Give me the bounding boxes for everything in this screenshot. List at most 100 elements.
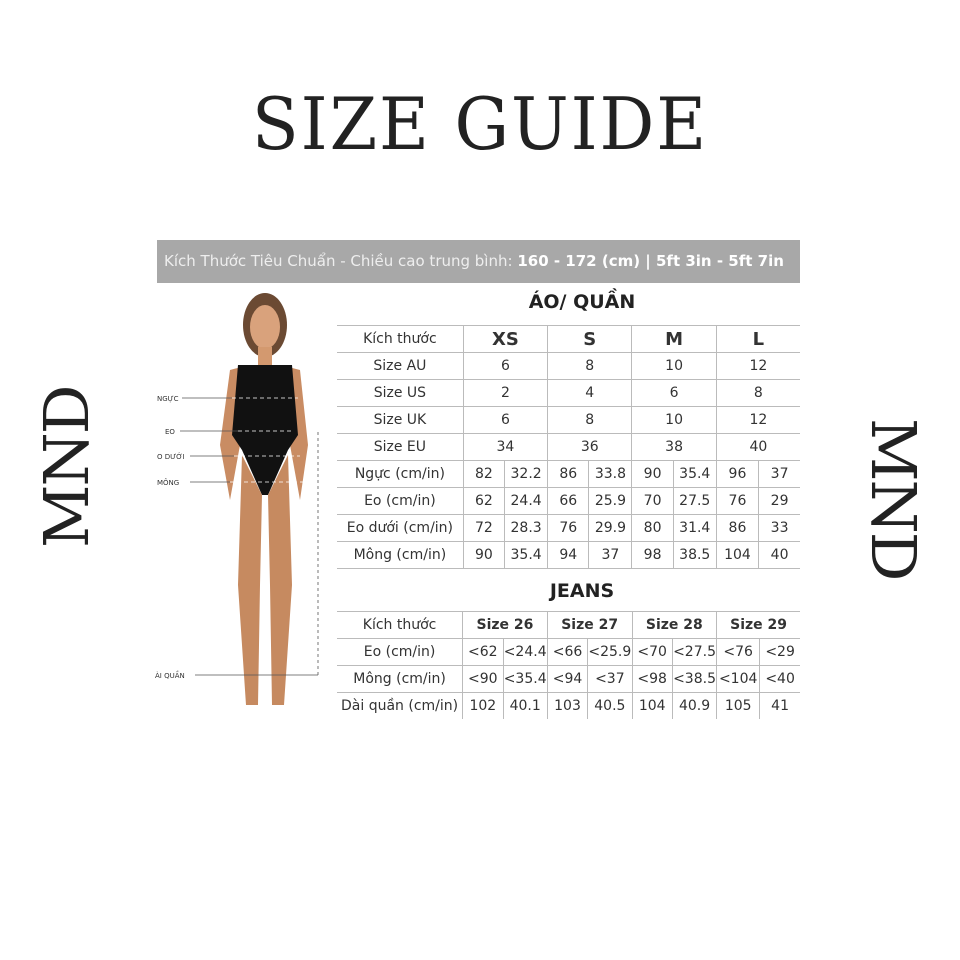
- table-cell: <37: [587, 665, 632, 693]
- table-cell: 33: [758, 514, 800, 542]
- banner-height-range: 160 - 172 (cm) | 5ft 3in - 5ft 7in: [517, 252, 784, 270]
- table-cell: Eo dưới (cm/in): [337, 514, 464, 542]
- table-cell: 96: [715, 460, 759, 488]
- label-hip: MÔNG: [157, 478, 179, 487]
- jeans-table-wrap: Kích thước Size 26 Size 27 Size 28 Size 29 Eo…: [337, 611, 800, 719]
- table-cell: 4: [547, 379, 632, 407]
- table-cell: <76: [716, 638, 760, 666]
- table-cell: 104: [715, 541, 759, 569]
- table-cell: Size US: [337, 379, 464, 407]
- tops-size-table: Kích thước XS S M L Size AU 6 8 10 12 Size US 2 4 6 8 S…: [337, 325, 800, 569]
- table-cell: 104: [631, 692, 673, 719]
- table-cell: 6: [462, 352, 548, 380]
- table-cell: 33.8: [588, 460, 632, 488]
- table-cell: 40: [758, 541, 800, 569]
- table-cell: 38: [631, 433, 717, 461]
- page-title: SIZE GUIDE: [251, 82, 709, 166]
- table-cell: 35.4: [504, 541, 548, 569]
- table-cell: Size EU: [337, 433, 464, 461]
- table-cell: Size 28: [631, 611, 717, 639]
- table-cell: <66: [546, 638, 588, 666]
- table-cell: 82: [462, 460, 505, 488]
- table-cell: 40.5: [587, 692, 632, 719]
- table-row: Ngực (cm/in) 82 32.2 86 33.8 90 35.4 96 37: [337, 460, 800, 488]
- model-silhouette: [220, 293, 308, 705]
- table-cell: <70: [631, 638, 673, 666]
- table-cell: 2: [462, 379, 548, 407]
- table-header-row: Kích thước Size 26 Size 27 Size 28 Size 29: [337, 611, 800, 639]
- table-cell: 86: [715, 514, 759, 542]
- table-cell: 76: [715, 487, 759, 515]
- table-cell: Eo (cm/in): [337, 638, 463, 666]
- table-cell: <94: [546, 665, 588, 693]
- table-cell: 10: [631, 352, 717, 380]
- table-cell: 37: [758, 460, 800, 488]
- table-cell: 8: [715, 379, 800, 407]
- table-row: Size EU 34 36 38 40: [337, 433, 800, 461]
- table-cell: <38.5: [671, 665, 717, 693]
- table-cell: Size 26: [462, 611, 548, 639]
- table-cell: 29: [758, 487, 800, 515]
- table-cell: 105: [716, 692, 760, 719]
- table-cell: 70: [631, 487, 674, 515]
- table-cell: <27.5: [671, 638, 717, 666]
- jeans-size-table: Kích thước Size 26 Size 27 Size 28 Size 29 Eo…: [337, 611, 800, 719]
- table-cell: 28.3: [504, 514, 548, 542]
- table-cell: 37: [588, 541, 632, 569]
- table-cell: 31.4: [672, 514, 717, 542]
- table-cell: 94: [547, 541, 589, 569]
- table-cell: 90: [631, 460, 674, 488]
- tops-title: ÁO/ QUẦN: [528, 291, 636, 313]
- table-cell: 24.4: [504, 487, 548, 515]
- table-cell: Ngực (cm/in): [337, 460, 464, 488]
- table-cell: 80: [631, 514, 674, 542]
- table-cell: Kích thước: [337, 325, 464, 353]
- table-cell: 10: [631, 406, 717, 434]
- table-cell: 8: [547, 352, 632, 380]
- table-row: Size US 2 4 6 8: [337, 379, 800, 407]
- table-cell: <98: [631, 665, 673, 693]
- table-row: Size UK 6 8 10 12: [337, 406, 800, 434]
- table-cell: <40: [759, 665, 800, 693]
- table-cell: 62: [462, 487, 505, 515]
- table-cell: Size AU: [337, 352, 464, 380]
- table-cell: 40.1: [502, 692, 548, 719]
- table-cell: 35.4: [672, 460, 717, 488]
- table-cell: Size 29: [716, 611, 800, 639]
- table-cell: 27.5: [672, 487, 717, 515]
- label-low-waist: O DƯỚI: [157, 452, 185, 461]
- table-cell: 12: [715, 352, 800, 380]
- table-cell: 66: [547, 487, 589, 515]
- label-chest: NGỰC: [157, 395, 179, 403]
- label-waist: EO: [165, 428, 175, 436]
- table-cell: <90: [462, 665, 503, 693]
- table-cell: M: [631, 325, 717, 353]
- table-row: Mông (cm/in) 90 35.4 94 37 98 38.5 104 40: [337, 541, 800, 569]
- table-cell: Size 27: [546, 611, 632, 639]
- table-cell: 86: [547, 460, 589, 488]
- table-cell: Size UK: [337, 406, 464, 434]
- table-cell: 6: [631, 379, 717, 407]
- table-cell: <62: [462, 638, 503, 666]
- table-cell: 29.9: [588, 514, 632, 542]
- table-cell: <29: [759, 638, 800, 666]
- table-cell: S: [547, 325, 632, 353]
- table-cell: Mông (cm/in): [337, 665, 463, 693]
- table-cell: L: [715, 325, 800, 353]
- table-cell: 98: [631, 541, 674, 569]
- table-cell: 12: [715, 406, 800, 434]
- table-cell: 103: [546, 692, 588, 719]
- table-cell: 102: [462, 692, 503, 719]
- table-row: Eo dưới (cm/in) 72 28.3 76 29.9 80 31.4 86 33: [337, 514, 800, 542]
- table-cell: 40.9: [671, 692, 717, 719]
- table-row: Eo (cm/in) 62 24.4 66 25.9 70 27.5 76 29: [337, 487, 800, 515]
- table-cell: <104: [716, 665, 760, 693]
- jeans-title: JEANS: [549, 580, 615, 602]
- table-row: Size AU 6 8 10 12: [337, 352, 800, 380]
- table-cell: 38.5: [672, 541, 717, 569]
- table-cell: Kích thước: [337, 611, 463, 639]
- table-cell: <35.4: [502, 665, 548, 693]
- table-cell: 34: [462, 433, 548, 461]
- brand-logo-right: MND: [857, 418, 930, 580]
- table-cell: 40: [715, 433, 800, 461]
